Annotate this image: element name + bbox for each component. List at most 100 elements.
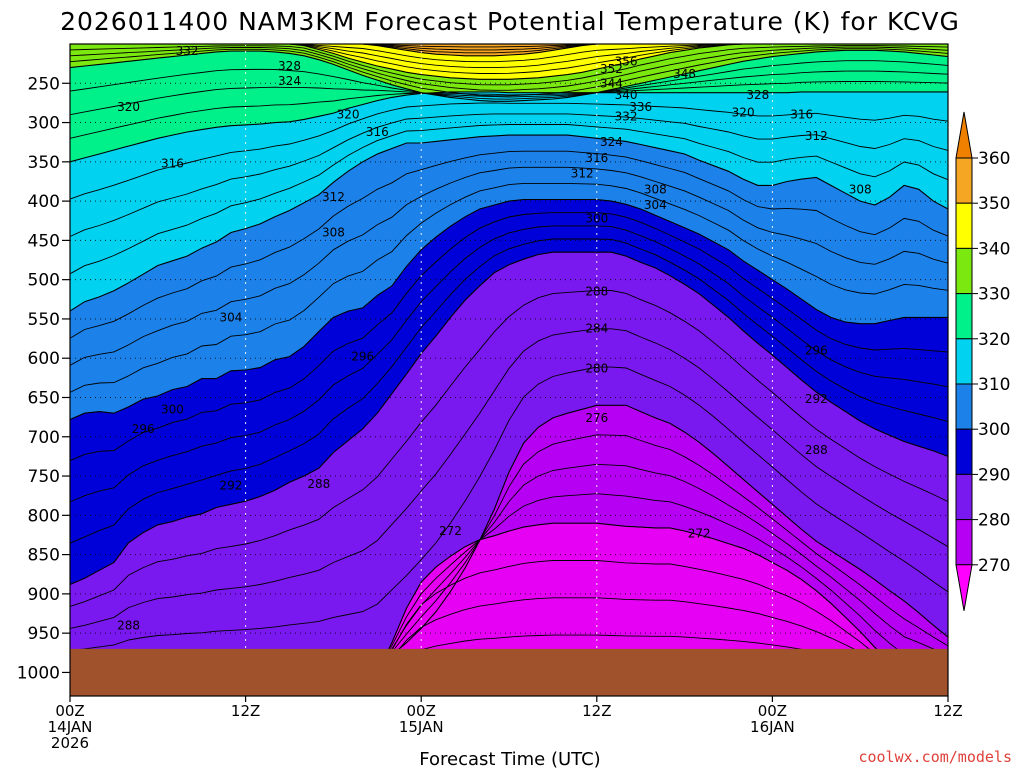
contour-line-interp: [69, 48, 949, 97]
contour-label: 308: [644, 182, 667, 196]
y-tick-label: 750: [28, 467, 60, 487]
contour-label: 344: [600, 76, 623, 90]
colorbar-swatch-330: [955, 293, 973, 340]
contour-label: 288: [307, 477, 330, 491]
contour-label: 296: [805, 343, 828, 357]
contour-line-interp: [69, 166, 949, 366]
contour-line-310: [69, 134, 949, 312]
contour-label: 352: [600, 62, 623, 76]
contour-label: 316: [161, 156, 184, 170]
credit-text: coolwx.com/models: [858, 748, 1012, 766]
colorbar-swatch-360: [955, 157, 973, 204]
plot-frame: [69, 43, 949, 697]
contour-label: 320: [337, 108, 360, 122]
contour-label: 288: [805, 443, 828, 457]
contour-label: 304: [220, 310, 243, 324]
contour-label: 332: [615, 109, 638, 123]
x-axis-label: Forecast Time (UTC): [419, 749, 600, 768]
contour-line-330: [69, 49, 949, 102]
contour-label: 308: [849, 182, 872, 196]
contour-line-interp: [69, 102, 949, 200]
colorbar-top-arrow: [955, 111, 973, 159]
y-tick-label: 300: [28, 114, 60, 134]
y-tick-label: 850: [28, 546, 60, 566]
contour-line-interp: [69, 182, 949, 393]
contour-line-interp: [69, 81, 949, 139]
contour-label: 292: [805, 392, 828, 406]
x-tick-label: 15JAN: [399, 718, 444, 736]
colorbar-label: 350: [978, 194, 1010, 214]
contour-label: 312: [322, 190, 345, 204]
contour-label: 324: [278, 74, 301, 88]
y-tick-label: 650: [28, 388, 60, 408]
colorbar-label: 320: [978, 330, 1010, 350]
colorbar-swatch-350: [955, 202, 973, 249]
x-tick-label: 12Z: [933, 702, 962, 720]
contour-label: 332: [176, 44, 199, 58]
y-tick-label: 800: [28, 506, 60, 526]
contour-line-interp: [69, 45, 949, 86]
colorbar-swatch-290: [955, 473, 973, 521]
contour-label: 320: [117, 100, 140, 114]
colorbar-label: 360: [978, 149, 1010, 169]
colorbar-label: 310: [978, 375, 1010, 395]
contour-label: 320: [732, 105, 755, 119]
colorbar-label: 300: [978, 420, 1010, 440]
colorbar-label: 280: [978, 511, 1010, 531]
contour-label: 312: [571, 167, 594, 181]
contour-label: 272: [688, 526, 711, 540]
ground-fill: [70, 648, 948, 696]
y-tick-label: 600: [28, 349, 60, 369]
contour-line-interp: [69, 46, 949, 91]
contour-label: 296: [351, 350, 374, 364]
contour-label: 288: [117, 618, 140, 632]
contour-line-320: [69, 91, 948, 163]
x-tick-label: 00Z: [407, 702, 436, 720]
contour-label: 304: [644, 198, 667, 212]
contour-label: 296: [132, 422, 155, 436]
contour-line-290: [69, 251, 949, 586]
colorbar-swatch-300: [955, 428, 973, 475]
x-tick-label: 14JAN: [48, 718, 93, 736]
contour-line-interp: [69, 113, 949, 237]
colorbar-swatch-340: [955, 247, 973, 295]
x-tick-label: 00Z: [55, 702, 84, 720]
contour-label: 300: [161, 402, 184, 416]
plot-border: [69, 43, 949, 697]
colorbar-label: 270: [978, 556, 1010, 576]
colorbar-label: 330: [978, 285, 1010, 305]
contour-line-interp: [69, 238, 949, 544]
y-tick-label: 250: [28, 74, 60, 94]
y-tick-label: 700: [28, 428, 60, 448]
y-tick-label: 450: [28, 231, 60, 251]
contour-label: 356: [615, 54, 638, 68]
y-tick-label: 500: [28, 271, 60, 291]
contour-label: 300: [585, 211, 608, 225]
x-tick-label: 12Z: [582, 702, 611, 720]
contour-label: 316: [790, 108, 813, 122]
colorbar-label: 290: [978, 465, 1010, 485]
contour-label: 340: [615, 88, 638, 102]
contour-label: 288: [585, 284, 608, 298]
contour-line-interp: [69, 70, 949, 116]
y-tick-label: 550: [28, 310, 60, 330]
ground-surface: [70, 648, 948, 696]
colorbar-label: 340: [978, 239, 1010, 259]
contour-label: 312: [805, 129, 828, 143]
contour-line-interp: [69, 366, 949, 651]
y-tick-label: 400: [28, 192, 60, 212]
contour-label: 328: [746, 88, 769, 102]
contour-line-interp: [69, 290, 949, 607]
contour-label: 276: [585, 411, 608, 425]
x-tick-label: 16JAN: [750, 718, 795, 736]
contour-label: 316: [585, 151, 608, 165]
colorbar-swatch-310: [955, 383, 973, 430]
contour-line-interp: [69, 150, 949, 339]
contour-label: 292: [220, 478, 243, 492]
contour-label: 272: [439, 524, 462, 538]
y-tick-label: 1000: [17, 663, 60, 683]
y-tick-label: 350: [28, 153, 60, 173]
